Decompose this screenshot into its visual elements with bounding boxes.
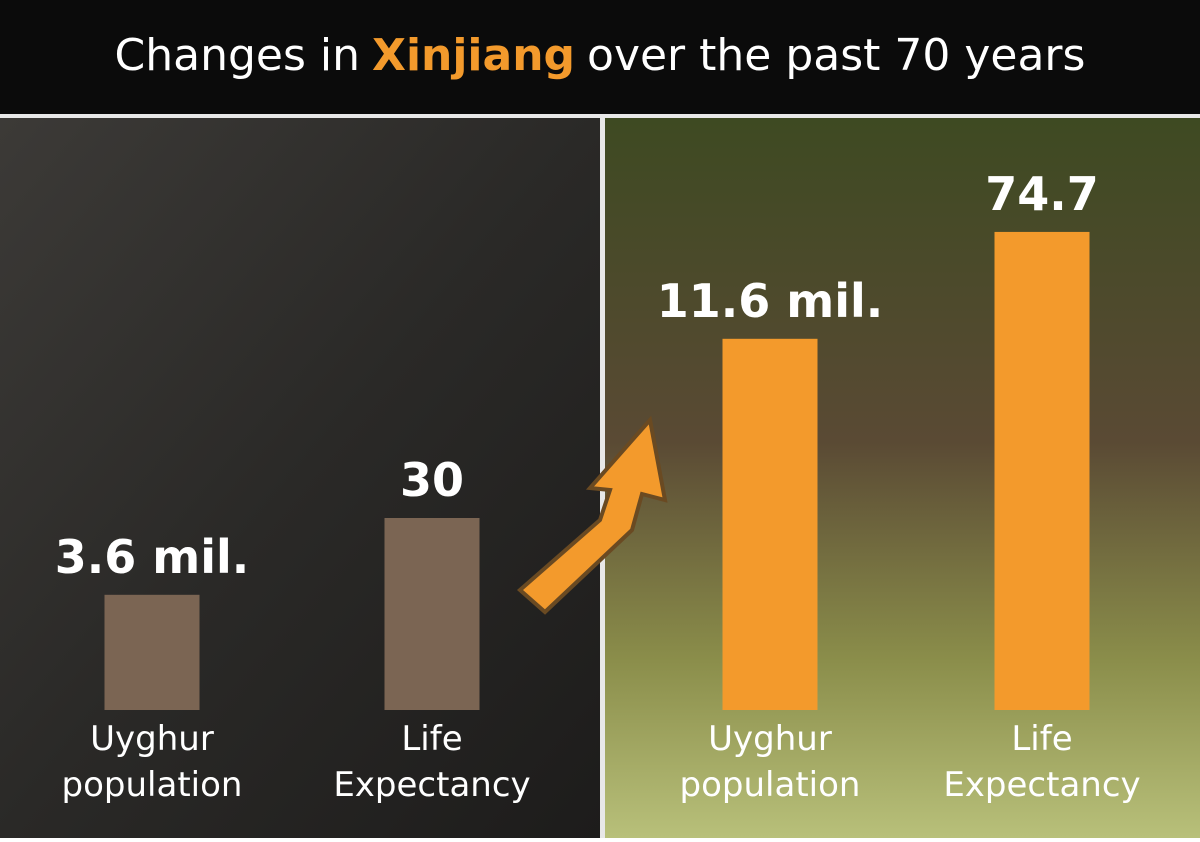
value-label: 11.6 mil.: [657, 274, 883, 328]
bar: [994, 231, 1090, 711]
past-panel: [0, 118, 600, 838]
category-label-line: Expectancy: [333, 765, 530, 805]
category-label-line: Expectancy: [943, 765, 1140, 805]
title-highlight: Xinjiang: [372, 30, 575, 81]
category-label: Uyghur population: [680, 719, 861, 805]
category-label-line: population: [680, 765, 861, 805]
title-rule: [0, 114, 1200, 118]
category-label-line: population: [62, 765, 243, 805]
title-text: over the past 70 years: [587, 30, 1085, 81]
value-label: 30: [400, 453, 464, 507]
bar: [722, 338, 818, 710]
category-label: Uyghur population: [62, 719, 243, 805]
bar: [384, 518, 480, 710]
category-label: Life Expectancy: [333, 719, 530, 805]
category-label-line: Life: [401, 719, 462, 759]
title-band: [0, 0, 1200, 115]
bar: [104, 594, 200, 710]
arrow: [516, 415, 668, 615]
value-label: 74.7: [985, 167, 1099, 221]
title: Changes in Xinjiang over the past 70 years: [115, 30, 1086, 81]
category-label-line: Life: [1011, 719, 1072, 759]
category-label: Life Expectancy: [943, 719, 1140, 805]
title-text: Changes in: [115, 30, 360, 81]
category-label-line: Uyghur: [708, 719, 832, 759]
present-panel: [605, 118, 1200, 838]
value-label: 3.6 mil.: [55, 530, 249, 584]
category-label-line: Uyghur: [90, 719, 214, 759]
